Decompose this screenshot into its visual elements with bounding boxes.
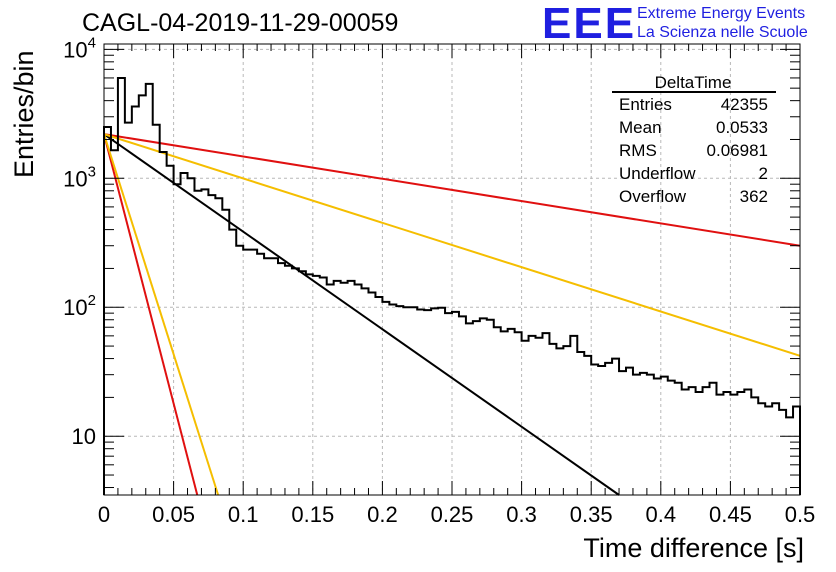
y-tick-label: 102 xyxy=(63,292,96,320)
stats-value-entries: 42355 xyxy=(721,95,768,114)
stats-value-overflow: 362 xyxy=(740,187,768,206)
y-axis-label: Entries/bin xyxy=(9,50,39,178)
stats-label-rms: RMS xyxy=(619,141,657,160)
histogram-outline xyxy=(103,76,801,495)
run-title: CAGL-04-2019-11-29-00059 xyxy=(82,9,399,37)
histogram xyxy=(103,76,801,495)
axis-ticks xyxy=(103,44,801,495)
stats-value-underflow: 2 xyxy=(759,164,768,183)
logo-line-1: Extreme Energy Events xyxy=(637,5,806,22)
fit-line-5 xyxy=(103,133,220,496)
logo-line-2: La Scienza nelle Scuole xyxy=(637,24,808,41)
fit-curves xyxy=(103,133,801,496)
grid-lines xyxy=(104,44,800,495)
fit-line-4 xyxy=(103,133,199,496)
stats-title: DeltaTime xyxy=(655,73,732,92)
fit-line-2 xyxy=(103,133,801,247)
x-axis-label: Time difference [s] xyxy=(583,533,804,563)
stats-label-underflow: Underflow xyxy=(619,164,696,183)
x-tick-label: 0.5 xyxy=(785,502,816,527)
stats-label-overflow: Overflow xyxy=(619,187,687,206)
fit-line-3 xyxy=(103,133,801,357)
y-tick-label: 103 xyxy=(63,163,96,191)
x-tick-label: 0.15 xyxy=(291,502,334,527)
stats-label-mean: Mean xyxy=(619,118,662,137)
x-tick-label: 0.3 xyxy=(506,502,537,527)
fit-line-1 xyxy=(103,133,620,496)
x-tick-label: 0 xyxy=(98,502,110,527)
y-tick-label: 10 xyxy=(72,424,96,449)
x-tick-label: 0.1 xyxy=(228,502,259,527)
stats-value-rms: 0.06981 xyxy=(707,141,768,160)
stats-box: DeltaTime Entries 42355 Mean 0.0533 RMS … xyxy=(612,73,776,206)
x-tick-labels: 0 0.05 0.1 0.15 0.2 0.25 0.3 0.35 0.4 0.45 0.5 xyxy=(98,502,815,527)
eee-logo: EEE xyxy=(542,0,637,48)
eee-logo-text: Extreme Energy Events La Scienza nelle S… xyxy=(637,4,808,42)
y-tick-labels: 10 102 103 104 xyxy=(63,34,96,449)
x-tick-label: 0.35 xyxy=(570,502,613,527)
x-tick-label: 0.45 xyxy=(709,502,752,527)
x-tick-label: 0.2 xyxy=(367,502,398,527)
x-tick-label: 0.25 xyxy=(431,502,474,527)
x-tick-label: 0.05 xyxy=(152,502,195,527)
x-tick-label: 0.4 xyxy=(646,502,677,527)
stats-value-mean: 0.0533 xyxy=(716,118,768,137)
y-tick-label: 104 xyxy=(63,34,96,62)
stats-label-entries: Entries xyxy=(619,95,672,114)
